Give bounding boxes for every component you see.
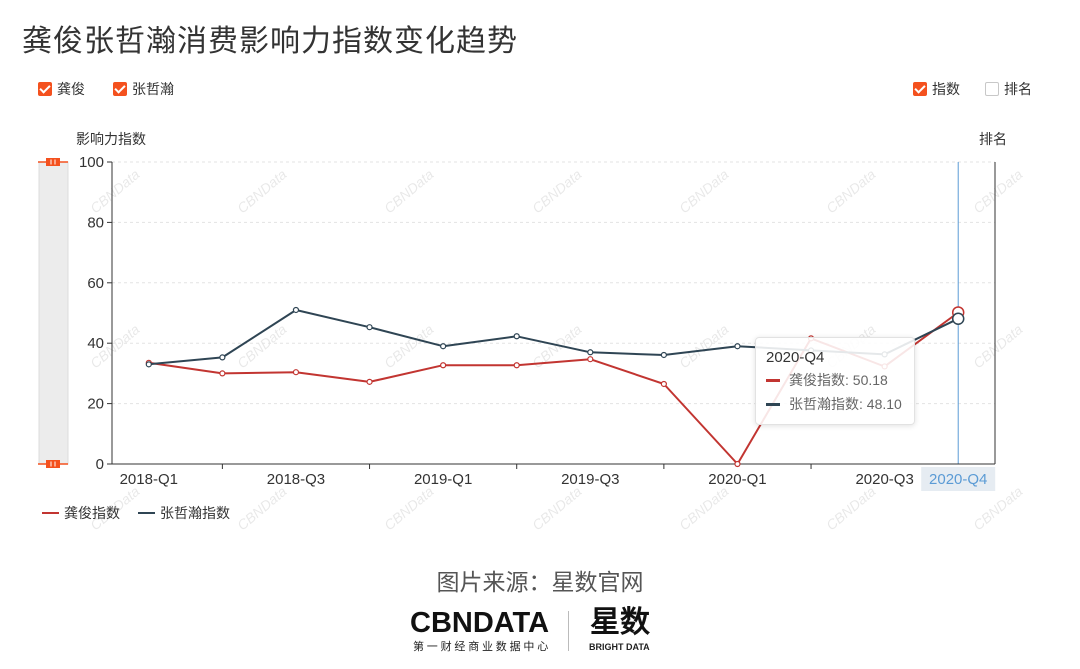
axis-pointer-label-bg — [921, 467, 996, 491]
data-point-highlighted[interactable] — [951, 312, 965, 325]
cbndata-logo-subtitle: 第一财经商业数据中心 — [413, 641, 551, 653]
data-point[interactable] — [440, 343, 447, 350]
data-zoom-handle-bottom[interactable] — [38, 460, 68, 468]
y-tick-label: 80 — [87, 214, 104, 231]
x-tick-label: 2020-Q3 — [855, 471, 913, 488]
legend-item-gongjun-index[interactable]: 龚俊指数 — [42, 505, 120, 521]
data-point[interactable] — [587, 349, 594, 356]
x-tick-label: 2018-Q1 — [120, 471, 178, 488]
data-point[interactable] — [660, 351, 667, 359]
series-marker-icon — [766, 402, 780, 406]
data-point[interactable] — [587, 356, 594, 363]
x-tick-label: 2018-Q3 — [267, 471, 325, 488]
legend-toggle-zhangzhehan[interactable]: 张哲瀚 — [113, 81, 174, 97]
watermark-text: CBNData — [823, 166, 879, 216]
y-tick-label: 60 — [87, 275, 104, 292]
legend-toggle-index[interactable]: 指数 — [913, 81, 960, 97]
y-axis-title-left: 影响力指数 — [76, 131, 146, 147]
tooltip-row: 龚俊指数: 50.18 — [766, 368, 904, 392]
handle-grip-icon[interactable] — [46, 158, 60, 166]
y-tick-label: 100 — [79, 154, 104, 171]
axis-pointer-label: 2020-Q4 — [929, 471, 987, 488]
watermark-text: CBNData — [970, 321, 1026, 371]
data-zoom-slider[interactable] — [38, 158, 69, 468]
data-zoom-track[interactable] — [38, 161, 69, 465]
tooltip-title: 2020-Q4 — [766, 349, 825, 366]
tooltip: 2020-Q4 龚俊指数: 50.18 张哲瀚指数: 48.10 — [755, 337, 915, 425]
x-tick-label: 2020-Q1 — [708, 471, 766, 488]
tooltip-row: 张哲瀚指数: 48.10 — [766, 392, 904, 416]
watermark-text: CBNData — [676, 166, 732, 216]
x-tick-label: 2019-Q3 — [561, 471, 619, 488]
data-point[interactable] — [513, 333, 520, 340]
watermark-text: CBNData — [234, 166, 290, 216]
legend-toggle-label: 指数 — [932, 81, 960, 97]
legend-item-zhangzhehan-index[interactable]: 张哲瀚指数 — [138, 505, 230, 521]
watermark-text: CBNData — [87, 166, 143, 216]
tooltip-row-text: 张哲瀚指数: 48.10 — [789, 396, 902, 412]
data-point[interactable] — [145, 361, 152, 368]
watermark-text: CBNData — [381, 321, 437, 371]
legend-toggle-gongjun[interactable]: 龚俊 — [38, 81, 85, 97]
checkbox-icon[interactable] — [913, 82, 927, 96]
checkbox-icon[interactable] — [38, 82, 52, 96]
watermark-text: CBNData — [823, 483, 879, 533]
legend-toggle-label: 排名 — [1004, 81, 1032, 97]
logo-divider — [568, 611, 569, 651]
watermark-text: CBNData — [381, 166, 437, 216]
tooltip-row-text: 龚俊指数: 50.18 — [789, 372, 888, 388]
data-point[interactable] — [292, 369, 300, 376]
legend-toggle-label: 张哲瀚 — [132, 81, 174, 97]
watermark-text: CBNData — [970, 166, 1026, 216]
x-axis: 2018-Q1 2018-Q3 2019-Q1 2019-Q3 2020-Q1 2020-… — [112, 463, 996, 491]
legend-item-label: 张哲瀚指数 — [160, 505, 230, 521]
y-tick-label: 20 — [87, 396, 104, 413]
legend-toggle-rank[interactable]: 排名 — [985, 81, 1032, 97]
y-tick-label: 0 — [96, 456, 104, 473]
series-marker-icon — [766, 378, 780, 382]
watermark-text: CBNData — [676, 321, 732, 371]
y-axis: 0 20 40 60 80 100 — [79, 154, 996, 473]
checkbox-icon[interactable] — [985, 82, 999, 96]
y-axis-title-right: 排名 — [979, 131, 1007, 147]
data-zoom-handle-top[interactable] — [38, 158, 68, 166]
data-point[interactable] — [660, 380, 667, 388]
data-point[interactable] — [219, 370, 226, 377]
handle-grip-icon[interactable] — [46, 460, 60, 468]
brightdata-logo: 星数 — [590, 606, 650, 639]
data-point[interactable] — [513, 362, 520, 369]
data-point[interactable] — [440, 362, 447, 369]
watermark-text: CBNData — [234, 483, 290, 533]
data-point[interactable] — [292, 306, 300, 314]
x-tick-label: 2019-Q1 — [414, 471, 472, 488]
watermark-text: CBNData — [529, 483, 585, 533]
chart-title: 龚俊张哲瀚消费影响力指数变化趋势 — [22, 25, 518, 58]
data-point[interactable] — [219, 354, 226, 361]
cbndata-logo: CBNDATA — [410, 607, 550, 639]
image-source-note: 图片来源：星数官网 — [436, 569, 644, 595]
data-point[interactable] — [734, 343, 741, 350]
data-point[interactable] — [366, 378, 373, 385]
legend-line-icon — [138, 512, 155, 514]
legend-toggle-label: 龚俊 — [57, 81, 85, 97]
checkbox-icon[interactable] — [113, 82, 127, 96]
legend-item-label: 龚俊指数 — [64, 505, 120, 521]
brightdata-logo-subtitle: BRIGHT DATA — [589, 642, 650, 652]
y-tick-label: 40 — [87, 335, 104, 352]
watermark-text: CBNData — [234, 321, 290, 371]
watermark-text: CBNData — [529, 166, 585, 216]
data-point[interactable] — [366, 324, 373, 331]
legend-line-icon — [42, 512, 59, 514]
watermark-text: CBNData — [381, 483, 437, 533]
watermark-text: CBNData — [676, 483, 732, 533]
data-point[interactable] — [734, 460, 741, 468]
